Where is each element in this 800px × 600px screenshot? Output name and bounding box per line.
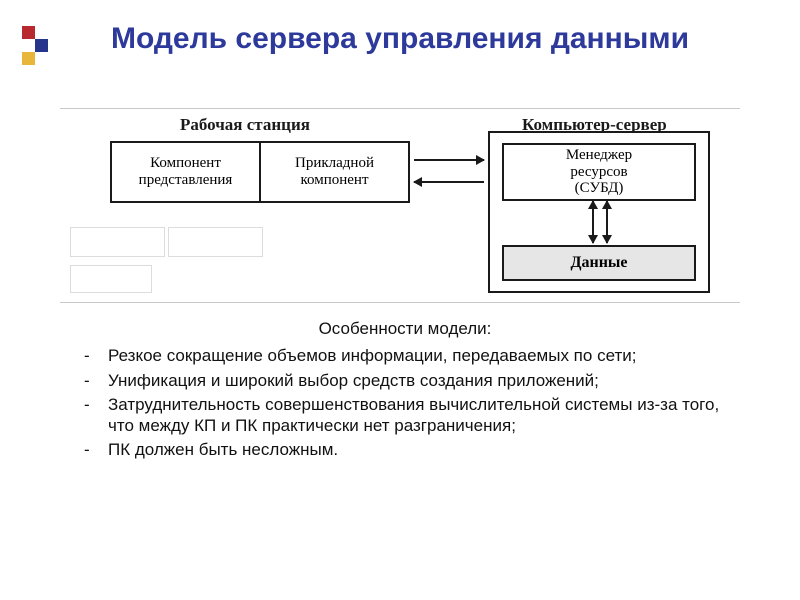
ghost-box (70, 265, 152, 293)
feature-item: Унификация и широкий выбор средств созда… (108, 370, 730, 391)
workstation-label: Рабочая станция (180, 115, 310, 135)
presentation-component-cell: Компонент представления (112, 143, 261, 201)
server-box: Менеджерресурсов(СУБД) Данные (488, 131, 710, 293)
arrow-server-to-ws (414, 181, 484, 183)
data-box: Данные (502, 245, 696, 281)
ghost-box (168, 227, 263, 257)
slide-title: Модель сервера управления данными (0, 22, 800, 57)
ghost-box (70, 227, 165, 257)
features-list: Резкое сокращение объемов информации, пе… (80, 345, 730, 460)
feature-item: ПК должен быть несложным. (108, 439, 730, 460)
architecture-diagram: Рабочая станция Компьютер-сервер Компоне… (60, 108, 740, 303)
resource-manager-box: Менеджерресурсов(СУБД) (502, 143, 696, 201)
feature-item: Резкое сокращение объемов информации, пе… (108, 345, 730, 366)
workstation-box: Компонент представления Прикладной компо… (110, 141, 410, 203)
features-section: Особенности модели: Резкое сокращение об… (80, 318, 730, 464)
arrow-ws-to-server (414, 159, 484, 161)
features-heading: Особенности модели: (80, 318, 730, 339)
application-component-cell: Прикладной компонент (261, 143, 408, 201)
feature-item: Затруднительность совершенствования вычи… (108, 394, 730, 437)
